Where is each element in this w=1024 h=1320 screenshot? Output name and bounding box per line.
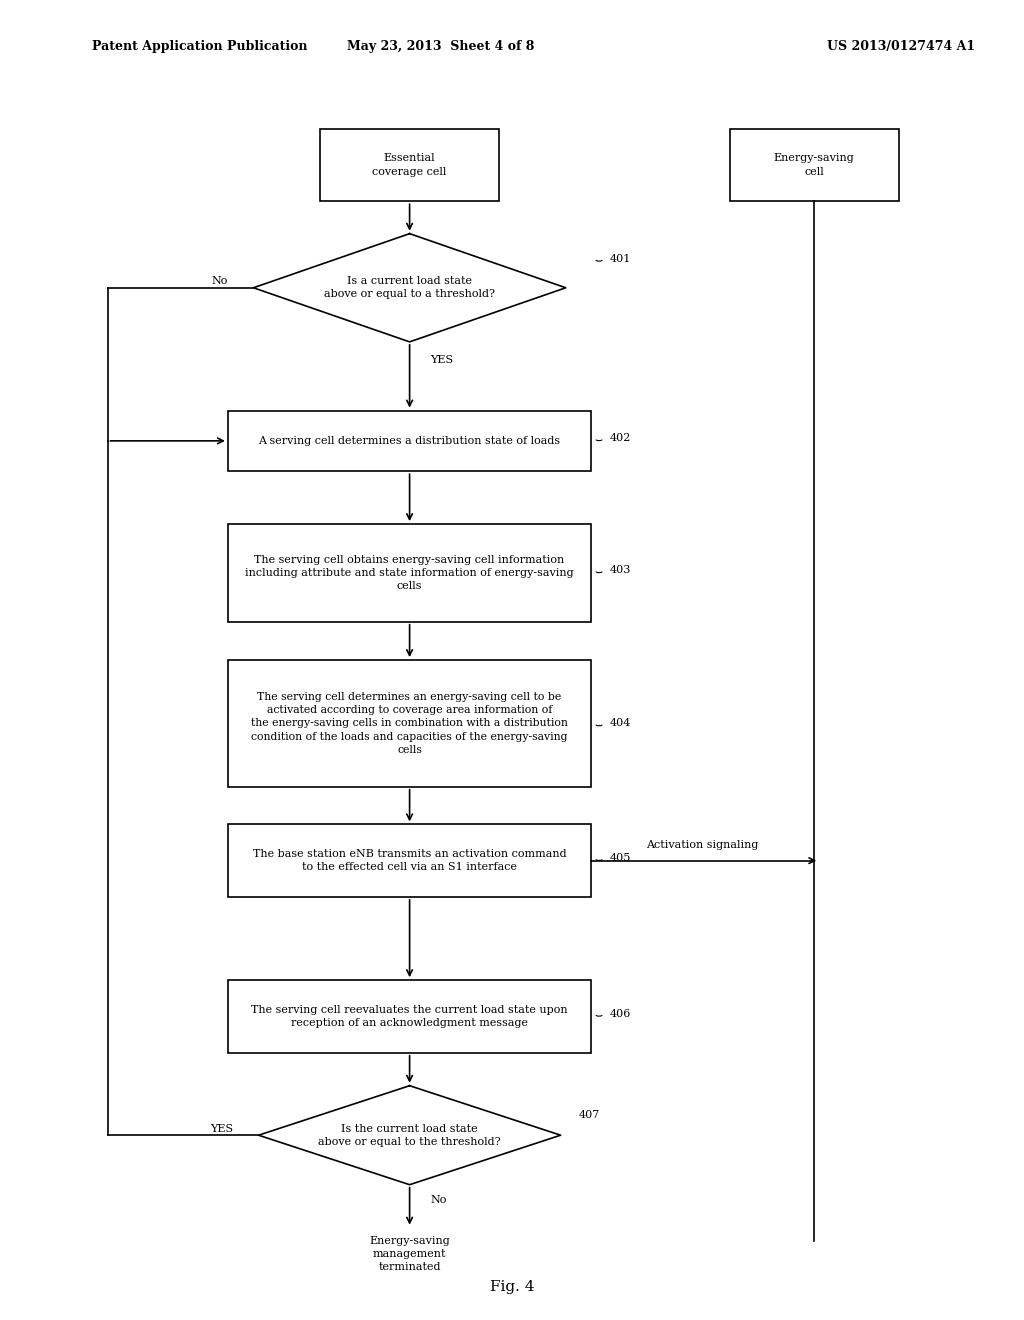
Text: Activation signaling: Activation signaling — [646, 840, 759, 850]
Text: Fig. 4: Fig. 4 — [489, 1280, 535, 1294]
Text: 403: 403 — [609, 565, 631, 576]
Text: May 23, 2013  Sheet 4 of 8: May 23, 2013 Sheet 4 of 8 — [347, 40, 534, 53]
Text: 402: 402 — [609, 433, 631, 444]
Text: YES: YES — [210, 1123, 233, 1134]
Text: 406: 406 — [609, 1008, 631, 1019]
Text: 407: 407 — [579, 1110, 600, 1121]
Text: US 2013/0127474 A1: US 2013/0127474 A1 — [827, 40, 975, 53]
Text: A serving cell determines a distribution state of loads: A serving cell determines a distribution… — [258, 436, 561, 446]
Text: The base station eNB transmits an activation command
to the effected cell via an: The base station eNB transmits an activa… — [253, 849, 566, 873]
Polygon shape — [254, 234, 565, 342]
Text: The serving cell reevaluates the current load state upon
reception of an acknowl: The serving cell reevaluates the current… — [251, 1005, 568, 1028]
Text: The serving cell obtains energy-saving cell information
including attribute and : The serving cell obtains energy-saving c… — [246, 554, 573, 591]
Text: No: No — [430, 1196, 446, 1205]
FancyBboxPatch shape — [228, 979, 592, 1053]
FancyBboxPatch shape — [228, 824, 592, 898]
Text: 404: 404 — [609, 718, 631, 729]
Text: Is a current load state
above or equal to a threshold?: Is a current load state above or equal t… — [325, 276, 495, 300]
FancyBboxPatch shape — [228, 660, 592, 787]
Text: Energy-saving
management
terminated: Energy-saving management terminated — [370, 1236, 450, 1272]
Text: 405: 405 — [609, 853, 631, 863]
FancyBboxPatch shape — [319, 128, 500, 201]
Text: Energy-saving
cell: Energy-saving cell — [774, 153, 854, 177]
Text: Is the current load state
above or equal to the threshold?: Is the current load state above or equal… — [318, 1123, 501, 1147]
Text: 401: 401 — [609, 253, 631, 264]
FancyBboxPatch shape — [228, 524, 592, 622]
Text: Patent Application Publication: Patent Application Publication — [92, 40, 307, 53]
Text: No: No — [212, 276, 228, 286]
Text: The serving cell determines an energy-saving cell to be
activated according to c: The serving cell determines an energy-sa… — [251, 692, 568, 755]
Text: Essential
coverage cell: Essential coverage cell — [373, 153, 446, 177]
FancyBboxPatch shape — [729, 128, 899, 201]
Polygon shape — [259, 1085, 561, 1185]
Text: YES: YES — [430, 355, 454, 366]
FancyBboxPatch shape — [228, 411, 592, 471]
